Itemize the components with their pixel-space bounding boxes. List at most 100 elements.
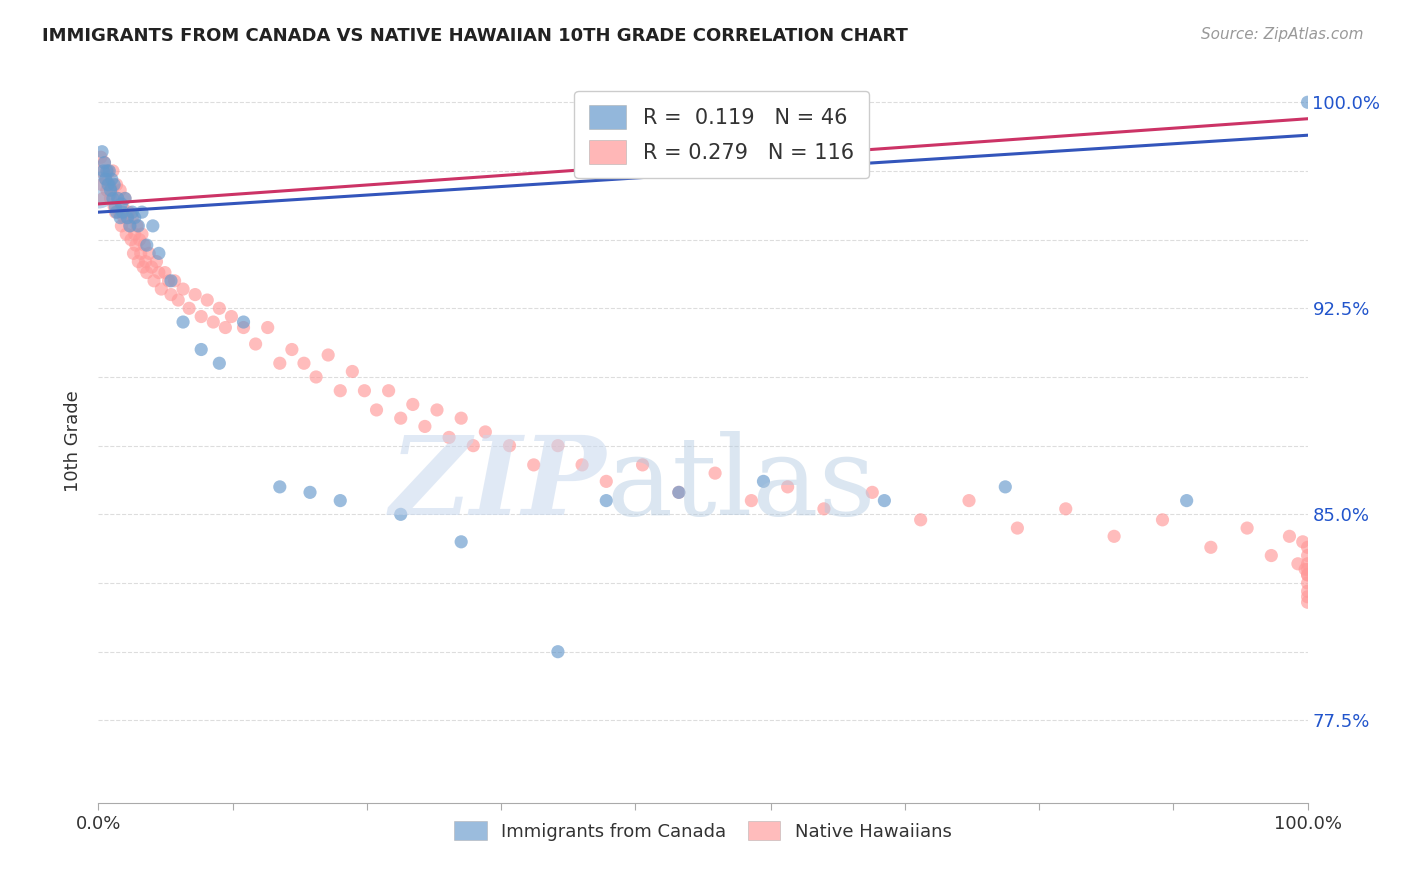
Point: [1292, 534, 1315, 549]
Point: [1296, 95, 1319, 110]
Point: [114, 191, 136, 205]
Point: [112, 211, 135, 225]
Point: [91, 178, 114, 192]
Point: [668, 485, 690, 500]
Point: [1260, 549, 1282, 563]
Point: [1278, 529, 1301, 543]
Point: [1007, 521, 1029, 535]
Point: [110, 197, 132, 211]
Point: [87, 164, 110, 178]
Point: [1296, 567, 1319, 582]
Point: [316, 348, 339, 362]
Point: [110, 219, 132, 233]
Point: [668, 485, 690, 500]
Point: [101, 164, 124, 178]
Point: [1296, 595, 1319, 609]
Point: [389, 411, 412, 425]
Point: [342, 364, 364, 378]
Point: [91, 191, 114, 205]
Point: [87, 183, 110, 197]
Point: [1296, 562, 1319, 576]
Point: [389, 508, 412, 522]
Point: [402, 397, 425, 411]
Point: [595, 493, 617, 508]
Point: [1054, 501, 1077, 516]
Point: [135, 254, 157, 268]
Point: [121, 211, 143, 225]
Point: [104, 200, 127, 214]
Point: [103, 178, 125, 192]
Point: [450, 534, 472, 549]
Point: [111, 200, 134, 214]
Text: ZIP: ZIP: [389, 431, 606, 539]
Point: [595, 475, 617, 489]
Point: [141, 260, 163, 274]
Point: [292, 356, 315, 370]
Point: [97, 164, 120, 178]
Point: [108, 205, 131, 219]
Point: [281, 343, 304, 357]
Point: [98, 178, 121, 192]
Point: [117, 211, 139, 225]
Point: [94, 172, 117, 186]
Point: [143, 274, 166, 288]
Point: [547, 439, 569, 453]
Point: [413, 419, 436, 434]
Point: [523, 458, 546, 472]
Point: [131, 227, 153, 241]
Point: [127, 219, 149, 233]
Point: [111, 205, 134, 219]
Point: [148, 266, 170, 280]
Point: [377, 384, 399, 398]
Point: [1294, 562, 1316, 576]
Point: [98, 164, 121, 178]
Point: [163, 274, 186, 288]
Point: [474, 425, 496, 439]
Point: [214, 320, 236, 334]
Point: [1296, 549, 1319, 563]
Point: [426, 403, 449, 417]
Point: [114, 191, 136, 205]
Point: [1152, 513, 1174, 527]
Y-axis label: 10th Grade: 10th Grade: [65, 391, 83, 492]
Point: [256, 320, 278, 334]
Point: [100, 183, 122, 197]
Point: [97, 178, 120, 192]
Point: [118, 205, 141, 219]
Point: [160, 287, 183, 301]
Point: [957, 493, 980, 508]
Point: [547, 645, 569, 659]
Point: [202, 315, 225, 329]
Point: [125, 238, 148, 252]
Point: [138, 246, 160, 260]
Point: [813, 501, 835, 516]
Text: atlas: atlas: [606, 432, 876, 539]
Point: [269, 480, 291, 494]
Point: [190, 310, 212, 324]
Point: [305, 370, 328, 384]
Point: [103, 200, 125, 214]
Point: [1296, 541, 1319, 555]
Point: [108, 183, 131, 197]
Point: [631, 458, 654, 472]
Point: [100, 191, 122, 205]
Point: [1102, 529, 1125, 543]
Point: [153, 266, 176, 280]
Legend: Immigrants from Canada, Native Hawaiians: Immigrants from Canada, Native Hawaiians: [447, 814, 959, 848]
Point: [329, 384, 352, 398]
Point: [740, 493, 762, 508]
Point: [366, 403, 388, 417]
Point: [131, 205, 153, 219]
Point: [873, 493, 896, 508]
Point: [172, 315, 194, 329]
Point: [107, 191, 129, 205]
Point: [96, 183, 118, 197]
Point: [124, 227, 146, 241]
Point: [498, 439, 520, 453]
Point: [129, 246, 152, 260]
Point: [118, 219, 141, 233]
Point: [463, 439, 485, 453]
Point: [122, 246, 145, 260]
Point: [135, 266, 157, 280]
Point: [776, 480, 799, 494]
